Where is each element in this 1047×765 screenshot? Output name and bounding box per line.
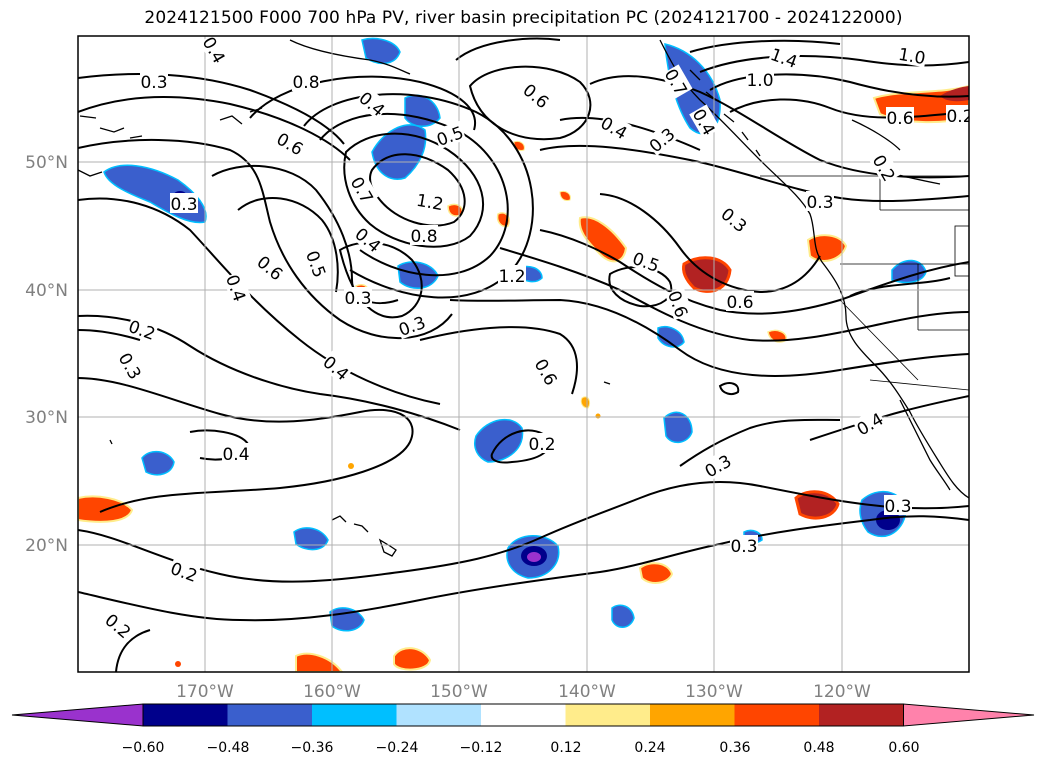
borders (760, 175, 969, 391)
lat-label: 50°N (25, 153, 68, 173)
colorbar-tick-label: −0.60 (122, 740, 165, 756)
colorbar-ticks: −0.60 −0.48 −0.36 −0.24 −0.12 0.12 0.24 … (122, 740, 920, 756)
colorbar-segment (11, 703, 144, 727)
lat-label: 30°N (25, 408, 68, 428)
lon-label: 120°W (813, 682, 871, 702)
precip-blob (663, 411, 693, 444)
precip-blob (293, 527, 329, 551)
colorbar-segment (481, 704, 566, 726)
map-frame (77, 35, 970, 673)
colorbar-segment (143, 704, 228, 726)
colorbar-segment (650, 704, 735, 726)
precip-blob (371, 124, 427, 180)
colorbar-tick-label: −0.24 (376, 740, 419, 756)
contour-label: 0.3 (344, 289, 371, 309)
contour-label: 0.4 (222, 445, 249, 465)
precip-blob (794, 490, 840, 520)
precip-blob (638, 562, 674, 584)
contour-label: 0.3 (730, 537, 757, 557)
contour-label: 0.3 (884, 497, 911, 517)
colorbar-tick-label: −0.12 (460, 740, 503, 756)
colorbar-tick-label: −0.36 (291, 740, 334, 756)
contour-label: 0.8 (410, 227, 437, 247)
contour-label: 0.2 (946, 107, 973, 127)
colorbar-tick-label: 0.12 (550, 740, 581, 756)
contour-label: 1.0 (746, 71, 773, 91)
contour-label: 0.3 (170, 195, 197, 215)
colorbar-segment (734, 704, 820, 726)
figure-title: 2024121500 F000 700 hPa PV, river basin … (144, 8, 903, 28)
lon-label: 140°W (558, 682, 616, 702)
colorbar-segment (312, 704, 397, 726)
contour-label: 1.2 (498, 267, 525, 287)
precip-blob (141, 450, 175, 476)
lon-label: 150°W (430, 682, 488, 702)
colorbar-tick-label: 0.48 (803, 740, 834, 756)
colorbar-tick-label: 0.24 (634, 740, 665, 756)
precip-blob (393, 647, 432, 671)
lat-axis: 50°N 40°N 30°N 20°N (25, 153, 68, 556)
colorbar (11, 703, 1035, 727)
contour-label: 1.2 (415, 191, 445, 215)
precip-blob (657, 326, 685, 348)
colorbar-tick-label: 0.60 (888, 740, 919, 756)
contour-label: 0.2 (528, 435, 555, 455)
colorbar-segment (903, 703, 1035, 727)
lon-label: 130°W (685, 682, 743, 702)
colorbar-tick-label: −0.48 (207, 740, 250, 756)
precip-blob (474, 418, 524, 463)
colorbar-segment (227, 704, 313, 726)
lon-label: 160°W (303, 682, 361, 702)
colorbar-tick-label: 0.36 (719, 740, 750, 756)
precip-blob (361, 37, 401, 65)
lat-label: 40°N (25, 281, 68, 301)
precip-blob (611, 604, 635, 628)
contour-label: 0.8 (292, 73, 319, 93)
precip-blob (578, 216, 628, 263)
lon-label: 170°W (176, 682, 234, 702)
lon-axis: 170°W 160°W 150°W 140°W 130°W 120°W (176, 682, 871, 702)
colorbar-segment (565, 704, 651, 726)
contour-label: 1.0 (897, 45, 927, 69)
contour-label: 0.6 (886, 109, 913, 129)
colorbar-segment (819, 704, 904, 726)
contour-label: 0.3 (140, 73, 167, 93)
precip-blob (295, 652, 344, 672)
contour-label: 0.3 (806, 193, 833, 213)
lat-label: 20°N (25, 536, 68, 556)
colorbar-segment (396, 704, 482, 726)
contour-label: 0.6 (726, 293, 753, 313)
